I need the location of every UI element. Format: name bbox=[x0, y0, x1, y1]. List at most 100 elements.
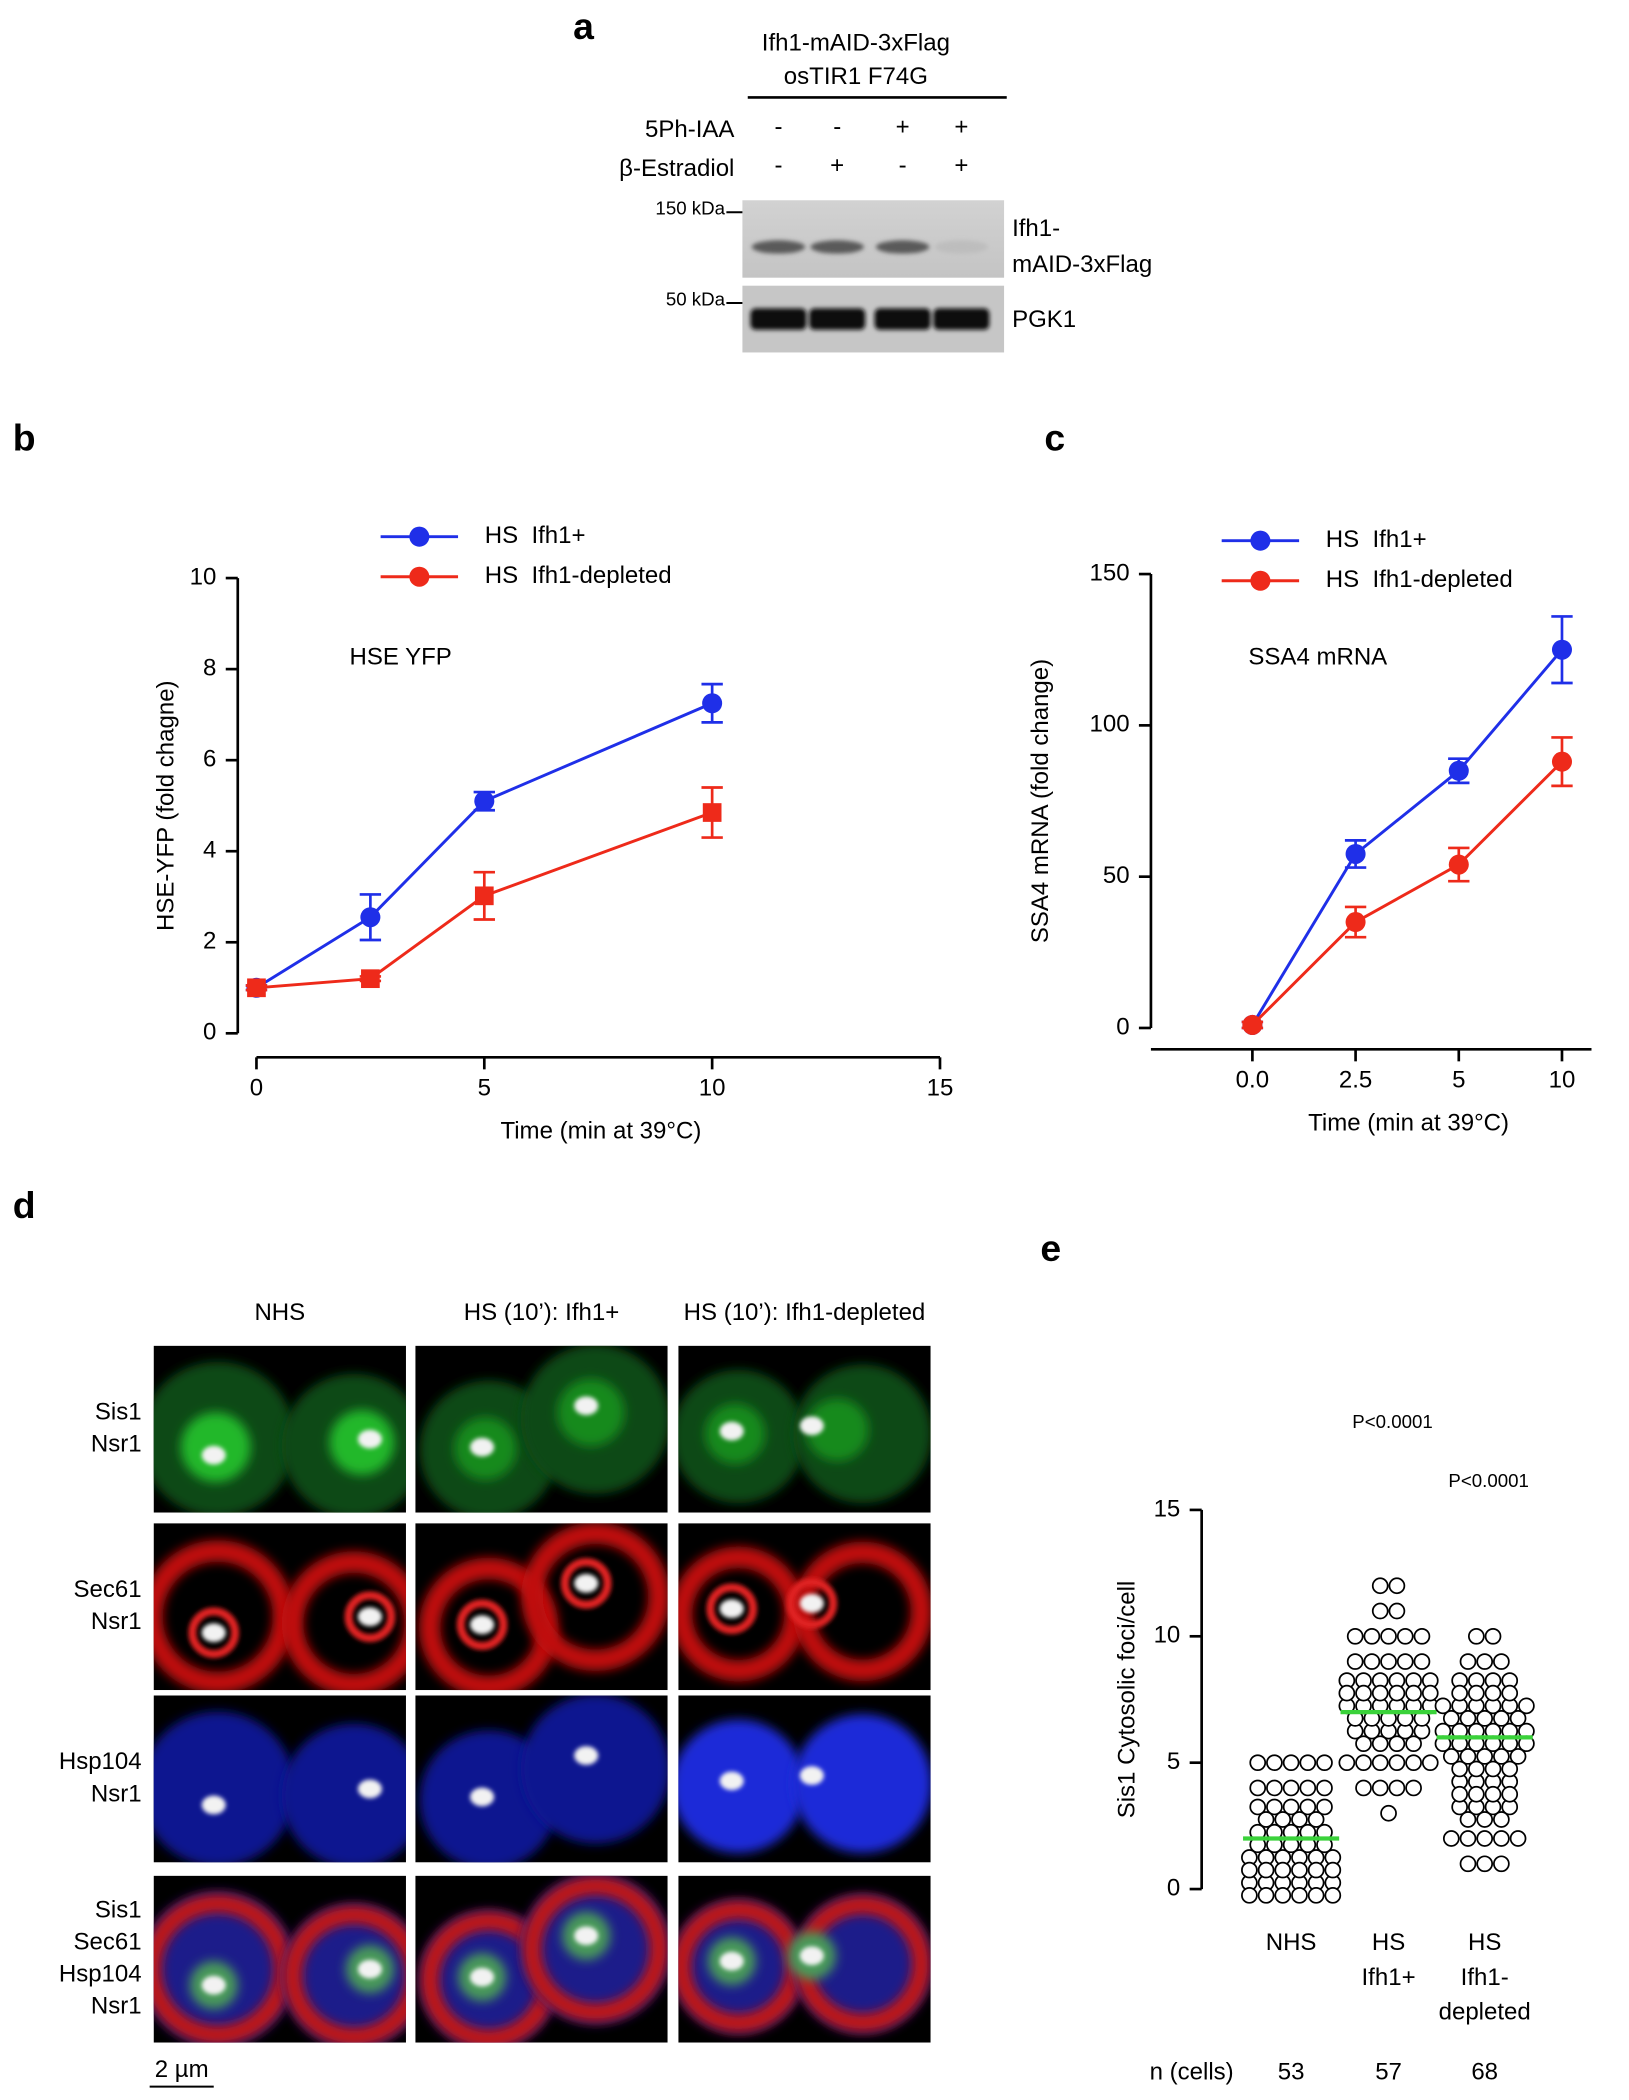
data-point bbox=[1388, 1754, 1406, 1772]
data-point bbox=[1467, 1760, 1485, 1778]
data-point bbox=[1484, 1627, 1502, 1645]
data-point bbox=[1459, 1830, 1477, 1847]
x-tick-label: 10 bbox=[699, 1075, 726, 1102]
nucleolus bbox=[799, 1594, 824, 1613]
nucleolus bbox=[357, 1429, 382, 1449]
data-point bbox=[474, 791, 495, 812]
data-point bbox=[1551, 751, 1572, 772]
x-tick-label: 5 bbox=[478, 1075, 491, 1102]
cell-ring bbox=[456, 1599, 508, 1651]
data-point bbox=[702, 803, 722, 822]
data-point bbox=[1324, 1861, 1342, 1879]
nucleolus bbox=[799, 1946, 824, 1966]
treatment-sign: - bbox=[899, 152, 907, 179]
data-point bbox=[1442, 1710, 1460, 1727]
data-point bbox=[1484, 1760, 1502, 1778]
nucleolus bbox=[201, 1795, 226, 1815]
treatment-sign: + bbox=[954, 152, 968, 179]
x-tick-label: 0 bbox=[250, 1075, 263, 1102]
cell bbox=[793, 1714, 931, 1853]
data-point bbox=[1501, 1760, 1519, 1778]
x-tick-label: NHS bbox=[1266, 1929, 1317, 1956]
cell bbox=[281, 1723, 406, 1863]
micrograph bbox=[678, 1345, 931, 1513]
data-point bbox=[1371, 1684, 1389, 1702]
data-point bbox=[1338, 1684, 1356, 1702]
nucleolus bbox=[470, 1437, 495, 1457]
cell bbox=[678, 1719, 806, 1853]
cell-nucleus bbox=[805, 1398, 869, 1462]
band-pgk1 bbox=[933, 308, 990, 330]
data-point bbox=[1307, 1886, 1325, 1904]
data-point bbox=[1388, 1684, 1406, 1702]
scale-label: 2 µm bbox=[155, 2056, 209, 2083]
y-axis-label: Sis1 Cytosolic foci/cell bbox=[1114, 1581, 1141, 1819]
nucleolus bbox=[719, 1951, 744, 1971]
legend-label: HS Ifh1+ bbox=[1326, 526, 1427, 553]
band-ifh1 bbox=[934, 240, 989, 254]
blot-top bbox=[742, 200, 1005, 278]
data-point bbox=[1476, 1653, 1494, 1670]
cell bbox=[281, 1551, 406, 1691]
panel-label: e bbox=[1040, 1227, 1061, 1269]
band-label: mAID-3xFlag bbox=[1012, 251, 1152, 278]
cell-ring bbox=[786, 1578, 838, 1629]
data-point bbox=[1282, 1798, 1300, 1816]
band-pgk1 bbox=[750, 308, 807, 330]
x-axis-label: Time (min at 39°C) bbox=[500, 1117, 701, 1144]
data-point bbox=[1324, 1886, 1342, 1904]
data-point bbox=[1274, 1861, 1292, 1879]
data-point bbox=[1518, 1697, 1535, 1715]
row-label: Sec61 bbox=[74, 1576, 142, 1603]
y-tick-label: 10 bbox=[190, 563, 217, 590]
x-tick-label: 5 bbox=[1452, 1067, 1465, 1094]
data-point bbox=[1467, 1684, 1485, 1702]
data-point bbox=[1421, 1754, 1439, 1772]
nucleolus bbox=[799, 1766, 824, 1785]
data-point bbox=[1476, 1811, 1494, 1828]
data-point bbox=[1476, 1830, 1494, 1847]
treatment-sign: + bbox=[896, 114, 910, 141]
data-point bbox=[1509, 1830, 1527, 1847]
data-point bbox=[1299, 1798, 1317, 1816]
nucleolus bbox=[470, 1967, 495, 1987]
data-point bbox=[1509, 1710, 1527, 1727]
micrograph bbox=[153, 1695, 406, 1863]
data-point bbox=[1413, 1653, 1431, 1670]
cell-ring bbox=[560, 1557, 612, 1609]
micrograph bbox=[153, 1345, 406, 1513]
data-point bbox=[1421, 1684, 1439, 1702]
x-tick-label: HS bbox=[1468, 1929, 1501, 1956]
data-point bbox=[1451, 1684, 1468, 1702]
data-point bbox=[1388, 1779, 1406, 1797]
panel-label: b bbox=[13, 416, 36, 458]
data-point bbox=[1467, 1627, 1485, 1645]
treatment-sign: + bbox=[954, 114, 968, 141]
data-point bbox=[1338, 1754, 1356, 1772]
data-point bbox=[1388, 1577, 1406, 1595]
column-label: HS (10’): Ifh1-depleted bbox=[684, 1299, 926, 1326]
cell bbox=[792, 1541, 931, 1682]
data-point bbox=[1405, 1684, 1422, 1702]
nucleolus bbox=[719, 1421, 744, 1441]
row-label: Nsr1 bbox=[91, 1431, 142, 1458]
treatment-sign: + bbox=[830, 152, 844, 179]
data-point bbox=[1346, 1627, 1364, 1645]
data-point bbox=[1493, 1710, 1510, 1727]
data-point bbox=[1257, 1811, 1275, 1828]
nucleolus bbox=[719, 1771, 744, 1791]
legend-marker bbox=[1250, 530, 1271, 551]
row-label: Nsr1 bbox=[91, 1993, 142, 2020]
nucleolus bbox=[719, 1599, 744, 1619]
legend-marker bbox=[409, 566, 430, 587]
micrograph bbox=[415, 1345, 668, 1513]
y-tick-label: 50 bbox=[1103, 862, 1130, 889]
nucleolus bbox=[357, 1959, 382, 1979]
micrograph bbox=[153, 1523, 406, 1691]
data-point bbox=[1413, 1627, 1431, 1645]
data-point bbox=[1396, 1627, 1414, 1645]
data-point bbox=[1448, 760, 1469, 781]
data-point bbox=[1371, 1735, 1389, 1753]
